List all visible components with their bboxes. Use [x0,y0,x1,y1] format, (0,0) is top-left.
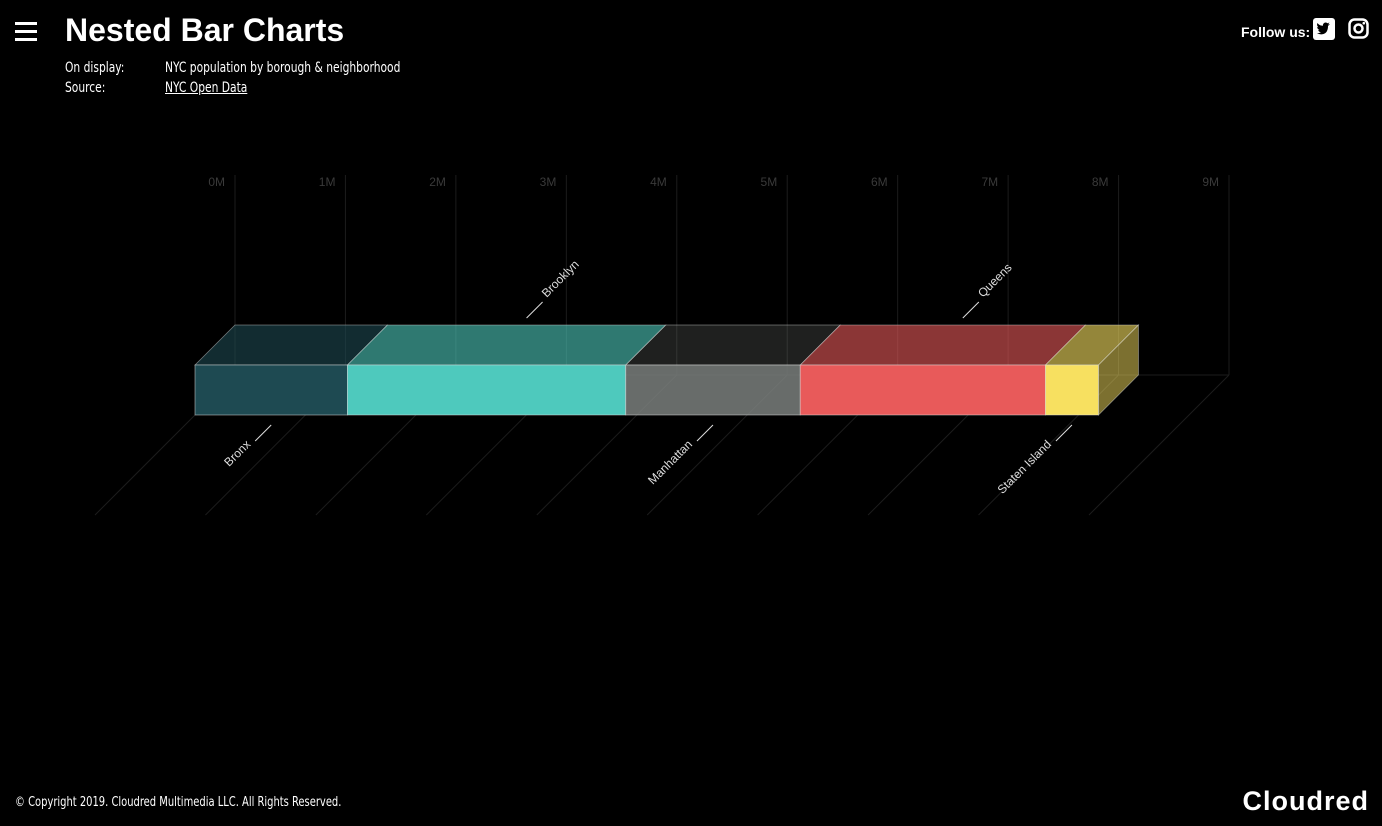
x-tick-label: 2M [429,175,446,189]
series-label: Manhattan [645,437,695,487]
label-leader [526,301,543,319]
label-leader [696,424,714,442]
source-label: Source: [65,80,106,96]
x-tick-label: 7M [981,175,998,189]
x-tick-label: 9M [1202,175,1219,189]
bar [799,364,1046,416]
display-label: On display: [65,60,125,76]
x-tick-label: 1M [319,175,336,189]
series-label: Staten Island [995,437,1054,496]
source-link[interactable]: NYC Open Data [165,80,248,96]
series-label: Queens [975,261,1015,301]
follow-label: Follow us: [1241,24,1311,40]
instagram-icon[interactable] [1348,18,1369,39]
series-label: Brooklyn [539,257,582,300]
twitter-icon[interactable] [1313,18,1335,40]
label-leader [962,301,980,319]
bar [625,364,801,416]
copyright: © Copyright 2019. Cloudred Multimedia LL… [15,795,342,810]
bar [1045,364,1099,416]
logo[interactable]: Cloudred [1242,786,1369,816]
bar-top [799,324,1087,366]
x-tick-label: 8M [1092,175,1109,189]
display-value: NYC population by borough & neighborhood [165,60,401,76]
x-tick-label: 3M [540,175,557,189]
bar [347,364,627,416]
x-tick-label: 4M [650,175,667,189]
bar-end [1098,324,1139,416]
floor-line [1088,374,1230,516]
chart: 0M 1M 2M 3M 4M 5M 6M 7M 8M 9M Bronx Brooklyn Manhatt… [94,175,1230,516]
menu-icon[interactable] [15,22,37,42]
series-label: Bronx [221,437,253,469]
bar [194,364,348,416]
bar-top [346,324,667,366]
label-leader [1055,424,1073,442]
x-tick-label: 0M [208,175,225,189]
page-title: Nested Bar Charts [65,12,345,48]
label-leader [254,424,272,442]
x-tick-label: 5M [761,175,778,189]
x-tick-label: 6M [871,175,888,189]
